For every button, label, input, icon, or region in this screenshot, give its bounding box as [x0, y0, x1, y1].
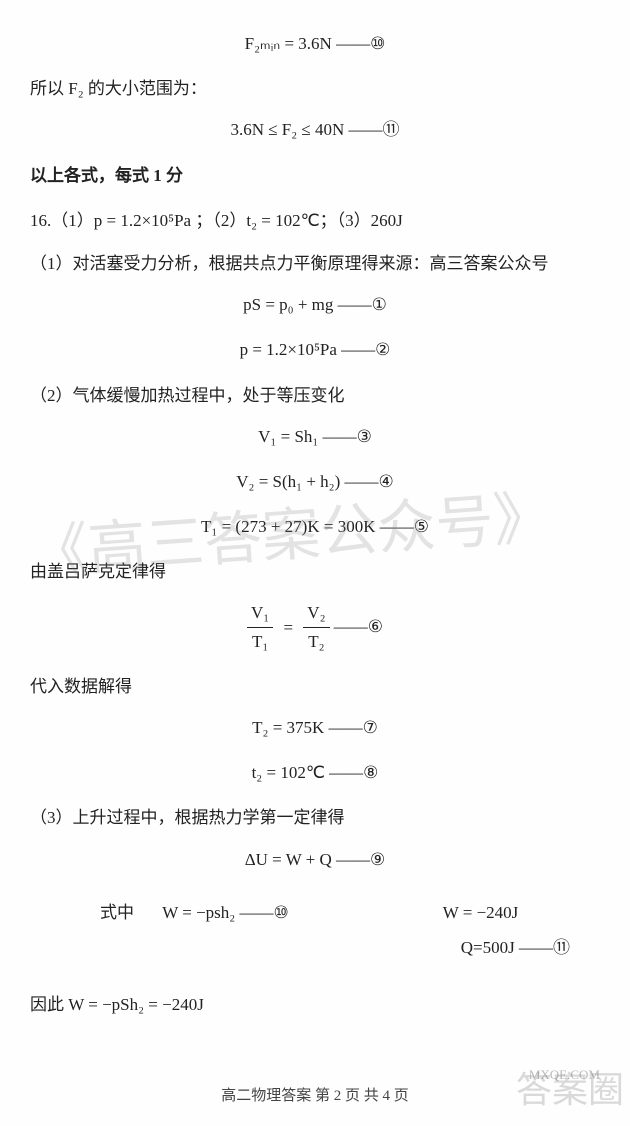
- equation-3: V₁ = Sh₁ ——③: [30, 423, 600, 450]
- equals-sign: =: [277, 618, 299, 637]
- para-3: 由盖吕萨克定律得: [30, 558, 600, 585]
- small-watermark: MXQE.COM: [529, 1065, 600, 1086]
- equation-6: V₁ T₁ = V₂ T₂ ——⑥: [30, 599, 600, 654]
- eq-right-q: Q=500J ——⑪: [443, 934, 570, 961]
- equation-1: pS = p₀ + mg ——①: [30, 291, 600, 318]
- frac-right-den: T₂: [303, 628, 329, 655]
- eq-right-w: W = −240J: [443, 899, 570, 926]
- para-2: （2）气体缓慢加热过程中，处于等压变化: [30, 382, 600, 409]
- frac-left-num: V₁: [247, 599, 273, 627]
- fraction-left: V₁ T₁: [247, 599, 273, 654]
- left-col-eq: 式中 W = −psh₂ ——⑩: [100, 899, 289, 961]
- equation-9: ΔU = W + Q ——⑨: [30, 846, 600, 873]
- equation-5: T₁ = (273 + 27)K = 300K ——⑤: [30, 513, 600, 540]
- question-16-header: 16.（1）p = 1.2×10⁵Pa ；（2）t₂ = 102℃；（3）260…: [30, 207, 600, 234]
- equation-10b: W = −psh₂ ——⑩: [138, 903, 288, 922]
- para-4: 代入数据解得: [30, 673, 600, 700]
- equation-8: t₂ = 102℃ ——⑧: [30, 759, 600, 786]
- equation-11a: 3.6N ≤ F₂ ≤ 40N ——⑪: [30, 116, 600, 143]
- right-col-eq: W = −240J Q=500J ——⑪: [443, 899, 570, 961]
- equation-4: V₂ = S(h₁ + h₂) ——④: [30, 468, 600, 495]
- page-footer: 高二物理答案 第 2 页 共 4 页: [0, 1084, 630, 1108]
- para-6: 式中: [100, 903, 134, 922]
- frac-left-den: T₁: [247, 628, 273, 655]
- equation-2: p = 1.2×10⁵Pa ——②: [30, 336, 600, 363]
- fraction-right: V₂ T₂: [303, 599, 329, 654]
- para-5: （3）上升过程中，根据热力学第一定律得: [30, 804, 600, 831]
- equation-10a: F₂ₘᵢₙ = 3.6N ——⑩: [30, 30, 600, 57]
- equation-7: T₂ = 375K ——⑦: [30, 714, 600, 741]
- eq6-tag: ——⑥: [334, 618, 383, 637]
- para-1: （1）对活塞受力分析，根据共点力平衡原理得来源：高三答案公众号: [30, 250, 600, 277]
- frac-right-num: V₂: [303, 599, 329, 627]
- para-7: 因此 W = −pSh₂ = −240J: [30, 991, 600, 1018]
- text-line-1: 所以 F₂ 的大小范围为：: [30, 75, 600, 102]
- bold-instruction: 以上各式，每式 1 分: [30, 162, 600, 189]
